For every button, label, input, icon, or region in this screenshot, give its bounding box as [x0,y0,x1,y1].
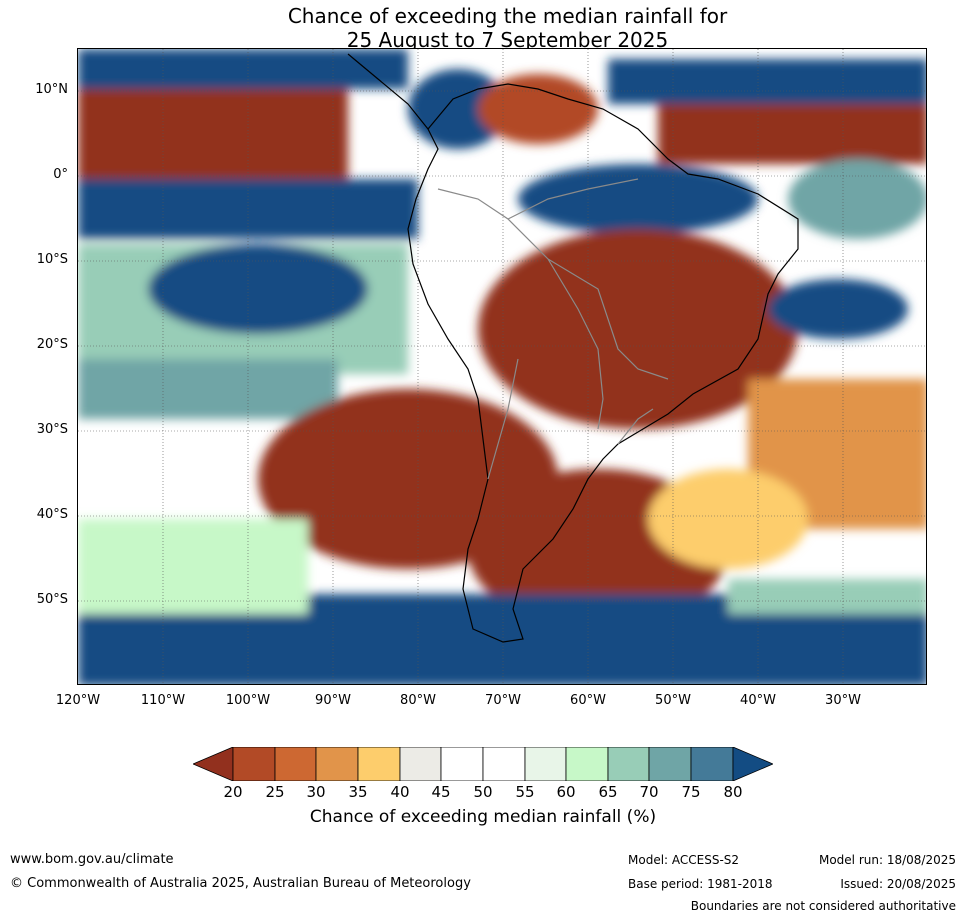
colorbar-tick-65: 65 [598,783,618,801]
lon-label-70w: 70°W [485,693,521,708]
graticule [78,49,926,684]
copyright-notice: © Commonwealth of Australia 2025, Austra… [10,876,471,891]
colorbar-tick-45: 45 [431,783,451,801]
lon-label-50w: 50°W [655,693,691,708]
colorbar-tick-35: 35 [348,783,368,801]
region-drake-passage-wet [308,594,728,634]
model-name: Model: ACCESS-S2 [628,853,740,867]
region-venezuela-dry [478,74,598,144]
colorbar-swatch-30-35 [315,747,359,781]
colorbar-tick-60: 60 [556,783,576,801]
rainfall-map-svg [78,49,926,684]
lon-label-80w: 80°W [400,693,436,708]
colorbar-swatch-25-30 [274,747,317,781]
region-pacific-mid-wet [148,244,368,334]
lon-label-110w: 110°W [140,693,186,708]
lat-label-0: 0° [53,167,68,182]
region-atlantic-dry-north [658,104,926,164]
colorbar-swatch-55-60 [524,747,567,781]
issued-date: Issued: 20/08/2025 [840,877,956,891]
colorbar-tick-80: 80 [723,783,743,801]
colorbar-swatch-35-40 [357,747,401,781]
region-north-wet [78,49,408,89]
lat-label-40s: 40°S [36,507,68,522]
colorbar-over-arrow [732,747,773,781]
title-line-1: Chance of exceeding the median rainfall … [287,4,728,28]
lon-label-60w: 60°W [570,693,606,708]
colorbar-tick-75: 75 [681,783,701,801]
colorbar-swatch-70-75 [648,747,692,781]
colorbar [193,747,773,781]
colorbar-under-arrow [193,747,234,781]
region-atlantic-equatorial-wet [788,159,926,239]
country-borders [437,178,669,480]
colorbar-swatch-20-25 [232,747,276,781]
region-south-atlantic-near-median [648,469,808,569]
base-period: Base period: 1981-2018 [628,877,773,891]
colorbar-tick-50: 50 [473,783,493,801]
lat-label-10n: 10°N [35,82,68,97]
lon-label-120w: 120°W [55,693,101,708]
colorbar-tick-40: 40 [390,783,410,801]
region-amazon-wet [518,164,758,234]
colorbar-tick-70: 70 [639,783,659,801]
lon-label-100w: 100°W [225,693,271,708]
lon-label-30w: 30°W [825,693,861,708]
region-brazil-dry [478,229,798,429]
model-run-date: Model run: 18/08/2025 [818,853,956,867]
colorbar-tick-55: 55 [515,783,535,801]
lat-label-30s: 30°S [36,422,68,437]
colorbar-label: Chance of exceeding median rainfall (%) [309,807,657,827]
colorbar-tick-25: 25 [265,783,285,801]
colorbar-swatch-65-70 [607,747,650,781]
colorbar-tick-30: 30 [306,783,326,801]
region-pacific-south-moist [78,359,338,419]
website-link[interactable]: www.bom.gov.au/climate [10,852,174,867]
lon-label-40w: 40°W [740,693,776,708]
colorbar-swatch-75-80 [690,747,734,781]
region-south-pacific-moist [78,519,308,619]
colorbar-tick-20: 20 [223,783,243,801]
rainfall-map [77,48,927,685]
lat-label-10s: 10°S [36,252,68,267]
lon-label-90w: 90°W [315,693,351,708]
colorbar-swatch-45-50 [440,747,484,781]
colorbar-swatch-60-65 [565,747,609,781]
lat-label-50s: 50°S [36,592,68,607]
lat-label-20s: 20°S [36,337,68,352]
region-atlantic-south-wet [768,279,908,339]
colorbar-swatch-40-45 [399,747,442,781]
map-title: Chance of exceeding the median rainfall … [0,4,965,52]
region-panama-wet [408,69,508,149]
region-caribbean-wet [608,59,926,104]
boundaries-disclaimer: Boundaries are not considered authoritat… [690,899,956,913]
colorbar-swatch-50-55 [482,747,526,781]
